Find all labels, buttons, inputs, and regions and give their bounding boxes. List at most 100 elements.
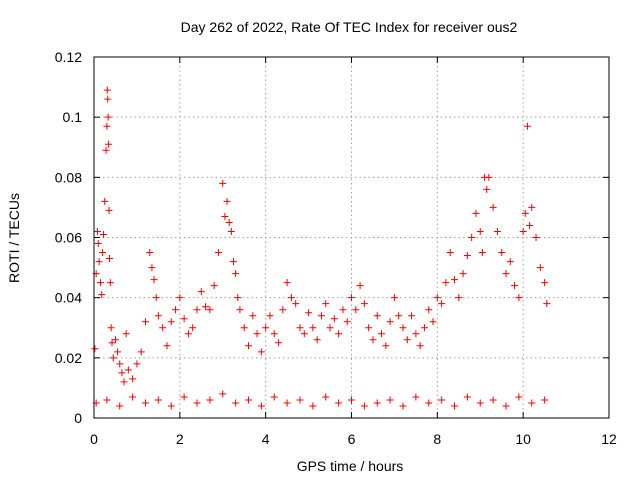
data-point bbox=[541, 279, 549, 287]
data-point bbox=[197, 288, 205, 296]
data-point bbox=[532, 234, 540, 241]
data-point bbox=[99, 230, 107, 238]
data-point bbox=[103, 122, 111, 130]
data-point bbox=[420, 324, 428, 332]
data-point bbox=[249, 312, 257, 320]
data-point bbox=[206, 396, 214, 404]
data-point bbox=[221, 212, 229, 220]
data-point bbox=[114, 348, 122, 356]
data-point bbox=[93, 227, 101, 235]
data-point bbox=[489, 396, 497, 404]
data-point bbox=[515, 294, 523, 302]
data-point bbox=[142, 399, 149, 407]
data-point bbox=[335, 330, 343, 338]
data-point bbox=[105, 206, 113, 214]
data-point bbox=[399, 324, 407, 332]
y-tick-label: 0.06 bbox=[55, 230, 82, 246]
data-point bbox=[193, 306, 201, 314]
data-point bbox=[232, 399, 240, 407]
x-tick-label: 12 bbox=[601, 431, 617, 447]
data-point bbox=[287, 294, 295, 302]
data-point bbox=[412, 330, 420, 338]
x-tick-label: 4 bbox=[262, 431, 270, 447]
grid-lines bbox=[94, 57, 609, 418]
data-point bbox=[493, 227, 501, 235]
data-point bbox=[240, 324, 248, 332]
data-point bbox=[124, 366, 132, 374]
data-point bbox=[536, 264, 544, 272]
data-point bbox=[152, 294, 160, 302]
data-point bbox=[133, 360, 141, 368]
data-point bbox=[528, 203, 536, 211]
data-point bbox=[104, 95, 112, 103]
data-point bbox=[225, 218, 233, 226]
x-tick-label: 8 bbox=[433, 431, 441, 447]
data-point bbox=[300, 330, 308, 338]
data-point bbox=[442, 279, 450, 287]
data-point bbox=[356, 282, 364, 290]
data-point bbox=[116, 402, 124, 410]
data-point bbox=[292, 300, 300, 308]
data-point bbox=[463, 393, 471, 401]
data-point bbox=[95, 258, 103, 266]
x-tick-label: 10 bbox=[515, 431, 531, 447]
data-point bbox=[395, 312, 403, 320]
y-tick-label: 0 bbox=[74, 410, 82, 426]
data-point bbox=[386, 396, 394, 404]
data-point bbox=[489, 203, 497, 211]
data-point bbox=[262, 324, 270, 332]
data-point bbox=[455, 294, 463, 302]
data-point bbox=[159, 324, 167, 332]
data-point bbox=[348, 396, 355, 404]
data-point bbox=[104, 113, 112, 121]
x-tick-label: 2 bbox=[176, 431, 184, 447]
data-point bbox=[107, 324, 115, 332]
data-point bbox=[528, 399, 536, 407]
data-point bbox=[339, 306, 347, 314]
data-point bbox=[167, 318, 175, 326]
data-point bbox=[463, 252, 471, 260]
data-point bbox=[360, 300, 368, 308]
data-point bbox=[101, 197, 109, 205]
data-point bbox=[330, 315, 338, 323]
data-point bbox=[245, 342, 252, 350]
axis-ticks bbox=[93, 56, 610, 419]
data-point bbox=[468, 234, 476, 241]
data-point bbox=[111, 336, 119, 344]
data-point bbox=[91, 345, 99, 353]
y-axis-label: ROTI / TECUs bbox=[6, 193, 22, 283]
data-point bbox=[511, 282, 519, 290]
data-point bbox=[150, 276, 158, 284]
data-point bbox=[412, 393, 420, 401]
data-point bbox=[360, 402, 368, 410]
data-point bbox=[515, 393, 523, 401]
data-point bbox=[108, 339, 116, 347]
data-point bbox=[451, 276, 458, 284]
data-point bbox=[502, 270, 510, 278]
data-point bbox=[94, 240, 102, 248]
data-point bbox=[99, 249, 107, 257]
data-point bbox=[382, 342, 390, 350]
data-point bbox=[189, 324, 197, 332]
data-point bbox=[317, 312, 325, 320]
data-point bbox=[180, 315, 188, 323]
data-point bbox=[236, 306, 244, 314]
data-point bbox=[322, 300, 330, 308]
data-point bbox=[172, 306, 180, 314]
data-point bbox=[373, 399, 381, 407]
data-point bbox=[543, 300, 551, 308]
data-point bbox=[167, 402, 175, 410]
data-point bbox=[129, 393, 137, 401]
data-point bbox=[472, 209, 480, 217]
data-points bbox=[91, 86, 551, 410]
data-point bbox=[326, 324, 334, 332]
data-point bbox=[483, 185, 491, 193]
data-point bbox=[478, 249, 486, 257]
data-point bbox=[234, 294, 242, 302]
data-point bbox=[219, 390, 227, 398]
data-point bbox=[348, 294, 355, 302]
y-tick-label: 0.12 bbox=[55, 49, 82, 65]
x-tick-label: 6 bbox=[348, 431, 356, 447]
data-point bbox=[523, 122, 531, 130]
